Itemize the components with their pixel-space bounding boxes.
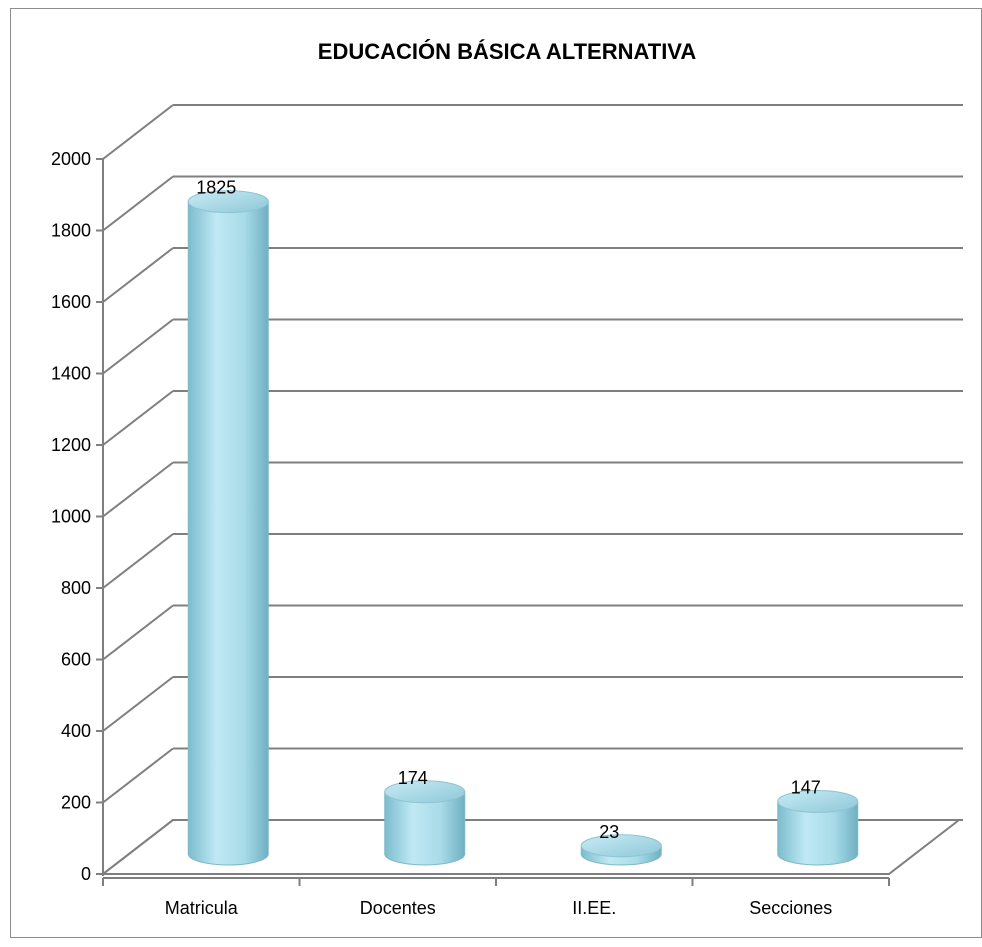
bar-body <box>187 201 269 866</box>
x-category-label: Docentes <box>360 898 436 918</box>
data-label: 147 <box>791 777 821 797</box>
side-gridline <box>102 318 174 375</box>
side-gridline <box>102 676 174 732</box>
bar-cylinder <box>580 834 662 866</box>
side-gridline <box>102 104 174 160</box>
bar-cap <box>187 190 269 214</box>
x-category-label: II.EE. <box>572 898 616 918</box>
floor-outline <box>100 819 962 875</box>
side-gridline <box>102 461 174 518</box>
side-gridline <box>102 390 174 446</box>
y-tick-label: 1600 <box>51 292 91 312</box>
bar-cap <box>580 834 662 858</box>
bar-cylinder <box>777 789 859 866</box>
side-gridline <box>102 604 174 661</box>
data-label: 1825 <box>196 178 236 198</box>
bar-cylinder <box>187 190 269 866</box>
data-label: 23 <box>599 822 619 842</box>
y-tick-label: 400 <box>61 721 91 741</box>
bar-body <box>777 800 859 866</box>
bar-cap <box>777 789 859 813</box>
bar-cap <box>384 780 466 804</box>
axis-layer: 0 200 400 600 800 1000 1200 1400 1600 1800 2000 Mat… <box>51 149 890 918</box>
grid-layer <box>100 104 963 875</box>
y-tick-label: 200 <box>61 793 91 813</box>
side-gridline <box>102 175 174 232</box>
side-gridline <box>102 247 174 303</box>
y-tick-label: 1800 <box>51 221 91 241</box>
y-tick-label: 800 <box>61 578 91 598</box>
chart-title: EDUCACIÓN BÁSICA ALTERNATIVA <box>318 39 697 64</box>
chart-area: EDUCACIÓN BÁSICA ALTERNATIVA 0 200 400 600 8… <box>10 8 982 938</box>
chart-svg: EDUCACIÓN BÁSICA ALTERNATIVA 0 200 400 600 8… <box>51 39 963 918</box>
y-tick-label: 0 <box>81 864 91 884</box>
bar-cylinder <box>384 780 466 866</box>
side-gridline <box>102 747 174 804</box>
x-category-label: Matricula <box>165 898 239 918</box>
y-tick-label: 2000 <box>51 149 91 169</box>
bar-layer <box>187 190 859 866</box>
x-category-label: Secciones <box>749 898 832 918</box>
y-tick-label: 600 <box>61 650 91 670</box>
y-tick-label: 1400 <box>51 364 91 384</box>
data-label: 174 <box>398 768 428 788</box>
y-tick-label: 1000 <box>51 507 91 527</box>
bar-body <box>384 791 466 866</box>
label-layer: 1825 174 23 147 <box>196 178 821 842</box>
y-tick-label: 1200 <box>51 435 91 455</box>
side-gridline <box>102 533 174 589</box>
